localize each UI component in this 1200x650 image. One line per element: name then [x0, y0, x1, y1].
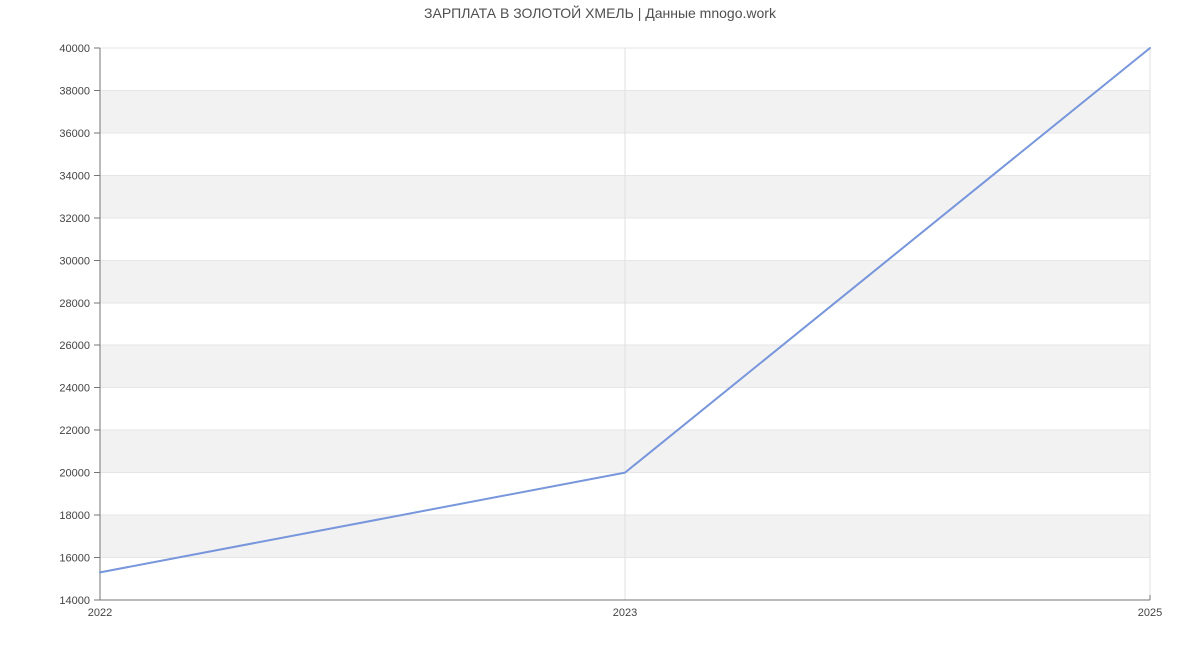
y-tick-label: 24000: [59, 383, 90, 395]
y-tick-label: 40000: [59, 43, 90, 55]
y-tick-label: 38000: [59, 85, 90, 97]
chart-title: ЗАРПЛАТА В ЗОЛОТОЙ ХМЕЛЬ | Данные mnogo.…: [424, 5, 776, 21]
y-tick-label: 36000: [59, 128, 90, 140]
x-tick-label: 2023: [613, 607, 637, 619]
y-tick-label: 20000: [59, 468, 90, 480]
y-tick-label: 32000: [59, 213, 90, 225]
x-tick-label: 2025: [1138, 607, 1162, 619]
y-tick-label: 34000: [59, 170, 90, 182]
y-tick-label: 22000: [59, 425, 90, 437]
y-tick-label: 14000: [59, 595, 90, 607]
salary-line: [99, 47, 1151, 574]
x-tick-label: 2022: [88, 607, 112, 619]
y-tick-label: 28000: [59, 298, 90, 310]
y-tick-label: 18000: [59, 510, 90, 522]
y-tick-label: 26000: [59, 340, 90, 352]
y-tick-label: 30000: [59, 255, 90, 267]
y-tick-label: 16000: [59, 553, 90, 565]
